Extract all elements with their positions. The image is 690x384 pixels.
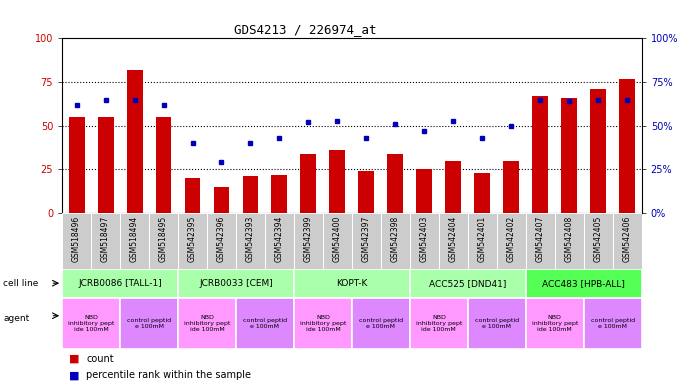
Bar xyxy=(474,173,491,213)
Bar xyxy=(410,269,526,298)
Text: GSM542405: GSM542405 xyxy=(593,215,603,262)
Text: GSM518497: GSM518497 xyxy=(101,215,110,262)
Bar xyxy=(62,298,120,349)
Text: ■: ■ xyxy=(69,354,79,364)
Text: percentile rank within the sample: percentile rank within the sample xyxy=(86,370,251,381)
Text: agent: agent xyxy=(3,314,30,323)
Text: GSM542396: GSM542396 xyxy=(217,215,226,262)
Bar xyxy=(352,298,410,349)
Bar xyxy=(410,213,439,269)
Text: control peptid
e 100mM: control peptid e 100mM xyxy=(591,318,635,329)
Text: NBD
inhibitory pept
ide 100mM: NBD inhibitory pept ide 100mM xyxy=(531,315,578,332)
Bar xyxy=(584,213,613,269)
Bar xyxy=(619,79,635,213)
Text: GSM542398: GSM542398 xyxy=(391,215,400,262)
Text: control peptid
e 100mM: control peptid e 100mM xyxy=(127,318,171,329)
Bar xyxy=(468,298,526,349)
Bar xyxy=(329,150,346,213)
Text: control peptid
e 100mM: control peptid e 100mM xyxy=(475,318,519,329)
Bar xyxy=(271,175,288,213)
Bar xyxy=(561,98,578,213)
Bar xyxy=(120,213,149,269)
Text: NBD
inhibitory pept
ide 100mM: NBD inhibitory pept ide 100mM xyxy=(184,315,230,332)
Text: KOPT-K: KOPT-K xyxy=(336,279,368,288)
Bar xyxy=(381,213,410,269)
Text: ACC483 [HPB-ALL]: ACC483 [HPB-ALL] xyxy=(542,279,625,288)
Text: cell line: cell line xyxy=(3,279,39,288)
Bar xyxy=(265,213,294,269)
Title: GDS4213 / 226974_at: GDS4213 / 226974_at xyxy=(235,23,377,36)
Bar xyxy=(178,213,207,269)
Bar xyxy=(526,213,555,269)
Text: GSM542407: GSM542407 xyxy=(535,215,545,262)
Text: GSM542401: GSM542401 xyxy=(477,215,487,262)
Bar xyxy=(97,117,114,213)
Text: JCRB0086 [TALL-1]: JCRB0086 [TALL-1] xyxy=(78,279,162,288)
Text: GSM542393: GSM542393 xyxy=(246,215,255,262)
Text: NBD
inhibitory pept
ide 100mM: NBD inhibitory pept ide 100mM xyxy=(299,315,346,332)
Bar xyxy=(294,213,323,269)
Bar xyxy=(178,298,236,349)
Bar xyxy=(590,89,607,213)
Bar xyxy=(91,213,120,269)
Bar xyxy=(68,117,85,213)
Bar xyxy=(416,169,433,213)
Bar xyxy=(184,178,201,213)
Bar xyxy=(62,213,91,269)
Bar xyxy=(497,213,526,269)
Bar xyxy=(323,213,352,269)
Bar xyxy=(526,269,642,298)
Text: GSM518496: GSM518496 xyxy=(72,215,81,262)
Bar xyxy=(613,213,642,269)
Bar xyxy=(294,298,352,349)
Bar xyxy=(503,161,520,213)
Bar xyxy=(236,213,265,269)
Bar xyxy=(155,117,172,213)
Bar xyxy=(555,213,584,269)
Text: GSM518495: GSM518495 xyxy=(159,215,168,262)
Text: GSM542394: GSM542394 xyxy=(275,215,284,262)
Bar xyxy=(526,298,584,349)
Bar xyxy=(120,298,178,349)
Bar xyxy=(236,298,294,349)
Text: count: count xyxy=(86,354,114,364)
Bar xyxy=(387,154,404,213)
Text: NBD
inhibitory pept
ide 100mM: NBD inhibitory pept ide 100mM xyxy=(68,315,115,332)
Bar xyxy=(294,269,410,298)
Bar xyxy=(468,213,497,269)
Text: GSM542403: GSM542403 xyxy=(420,215,429,262)
Bar xyxy=(62,269,178,298)
Text: NBD
inhibitory pept
ide 100mM: NBD inhibitory pept ide 100mM xyxy=(415,315,462,332)
Text: GSM542402: GSM542402 xyxy=(506,215,516,262)
Bar xyxy=(149,213,178,269)
Text: GSM542395: GSM542395 xyxy=(188,215,197,262)
Bar xyxy=(358,171,375,213)
Text: JCRB0033 [CEM]: JCRB0033 [CEM] xyxy=(199,279,273,288)
Text: GSM542397: GSM542397 xyxy=(362,215,371,262)
Text: GSM518494: GSM518494 xyxy=(130,215,139,262)
Text: GSM542400: GSM542400 xyxy=(333,215,342,262)
Text: control peptid
e 100mM: control peptid e 100mM xyxy=(359,318,403,329)
Text: ACC525 [DND41]: ACC525 [DND41] xyxy=(429,279,506,288)
Bar xyxy=(300,154,317,213)
Bar xyxy=(242,176,259,213)
Text: GSM542404: GSM542404 xyxy=(448,215,458,262)
Text: GSM542406: GSM542406 xyxy=(622,215,632,262)
Bar xyxy=(126,70,143,213)
Bar xyxy=(532,96,549,213)
Bar xyxy=(445,161,462,213)
Bar xyxy=(584,298,642,349)
Bar xyxy=(178,269,294,298)
Text: GSM542399: GSM542399 xyxy=(304,215,313,262)
Bar xyxy=(410,298,468,349)
Bar xyxy=(439,213,468,269)
Text: GSM542408: GSM542408 xyxy=(564,215,574,262)
Bar xyxy=(207,213,236,269)
Text: ■: ■ xyxy=(69,370,79,381)
Bar xyxy=(352,213,381,269)
Bar xyxy=(213,187,230,213)
Text: control peptid
e 100mM: control peptid e 100mM xyxy=(243,318,287,329)
